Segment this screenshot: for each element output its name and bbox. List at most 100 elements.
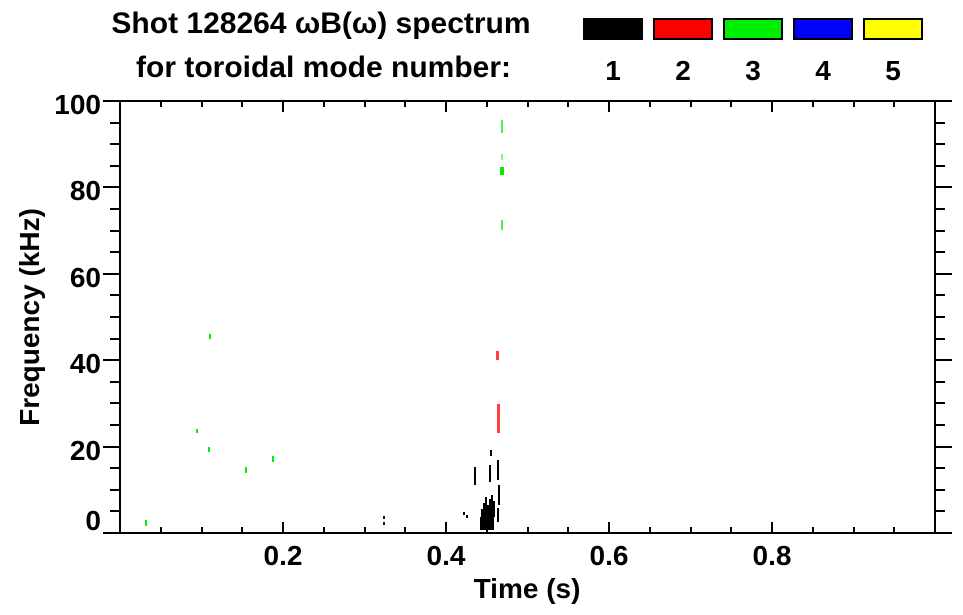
y-major-tick-right (936, 446, 952, 448)
x-minor-tick-top (404, 102, 406, 107)
legend-swatch-mode-2 (653, 18, 713, 40)
x-minor-tick (893, 527, 895, 533)
data-point-mode-3 (500, 167, 504, 175)
data-point-mode-3 (501, 154, 503, 160)
x-minor-tick (690, 527, 692, 533)
y-minor-tick-right (936, 467, 945, 469)
y-minor-tick-right (936, 294, 945, 296)
x-minor-tick (649, 527, 651, 533)
data-point-mode-1 (487, 505, 489, 517)
y-major-tick-right (936, 273, 952, 275)
data-point-mode-1 (383, 516, 385, 519)
y-minor-tick (110, 424, 119, 426)
y-major-tick-right (936, 532, 952, 534)
x-minor-tick-top (649, 102, 651, 107)
y-tick-label: 100 (54, 89, 101, 120)
x-minor-tick (567, 527, 569, 533)
x-minor-tick (241, 527, 243, 533)
y-minor-tick-right (936, 143, 945, 145)
legend-swatch-mode-3 (723, 18, 783, 40)
y-minor-tick (110, 294, 119, 296)
y-minor-tick-right (936, 510, 945, 512)
x-minor-tick-top (690, 102, 692, 107)
data-point-mode-1 (497, 508, 499, 522)
y-tick-label: 0 (85, 505, 101, 536)
y-tick-label: 20 (69, 435, 101, 466)
x-major-tick-top (282, 102, 284, 112)
legend-swatch-mode-5 (863, 18, 923, 40)
x-tick-label: 0.6 (589, 540, 629, 571)
y-minor-tick-right (936, 381, 945, 383)
data-point-mode-1 (483, 503, 485, 517)
x-minor-tick-top (730, 102, 732, 107)
x-tick-label: 0.2 (263, 540, 303, 571)
y-minor-tick (110, 208, 119, 210)
y-minor-tick-right (936, 230, 945, 232)
x-minor-tick (853, 527, 855, 533)
x-minor-tick-top (567, 102, 569, 107)
data-point-mode-2 (497, 404, 500, 433)
y-minor-tick (110, 122, 119, 124)
x-minor-tick-top (160, 102, 162, 107)
data-point-mode-1 (497, 460, 499, 480)
y-axis-title: Frequency (kHz) (14, 208, 45, 426)
x-minor-tick-top (486, 102, 488, 107)
data-point-mode-1 (490, 450, 492, 456)
legend-label-mode-5: 5 (885, 55, 901, 86)
data-point-mode-1 (489, 465, 491, 482)
data-point-mode-1 (491, 495, 493, 517)
x-major-tick (771, 522, 773, 533)
x-minor-tick-top (527, 102, 529, 107)
plot-frame (119, 100, 936, 534)
y-tick-label: 40 (69, 348, 101, 379)
x-minor-tick-top (323, 102, 325, 107)
y-minor-tick-right (936, 424, 945, 426)
y-minor-tick (110, 338, 119, 340)
y-minor-tick (110, 402, 119, 404)
y-minor-tick (110, 143, 119, 145)
x-minor-tick-top (201, 102, 203, 107)
y-major-tick (103, 359, 119, 361)
x-major-tick (282, 522, 284, 533)
y-major-tick (103, 186, 119, 188)
y-minor-tick-right (936, 338, 945, 340)
x-axis-title: Time (s) (473, 573, 581, 604)
data-point-mode-3 (272, 456, 274, 462)
y-major-tick (103, 273, 119, 275)
y-minor-tick (110, 316, 119, 318)
y-minor-tick (110, 230, 119, 232)
y-major-tick (103, 100, 119, 102)
x-minor-tick-top (812, 102, 814, 107)
y-minor-tick-right (936, 489, 945, 491)
x-minor-tick-top (364, 102, 366, 107)
legend-label-mode-4: 4 (815, 55, 831, 86)
y-major-tick-right (936, 186, 952, 188)
x-major-tick-top (771, 102, 773, 112)
data-point-mode-1 (489, 499, 491, 517)
legend-label-mode-3: 3 (745, 55, 761, 86)
data-point-mode-1 (383, 522, 385, 525)
y-tick-label: 60 (69, 262, 101, 293)
x-minor-tick (364, 527, 366, 533)
data-point-mode-3 (145, 520, 147, 526)
y-minor-tick (110, 381, 119, 383)
data-point-mode-3 (196, 429, 198, 433)
figure-subtitle: for toroidal mode number: (136, 51, 511, 84)
y-minor-tick-right (936, 316, 945, 318)
figure-title: Shot 128264 ωB(ω) spectrum (111, 7, 531, 40)
data-point-mode-1 (466, 515, 468, 518)
x-major-tick-top (608, 102, 610, 112)
x-major-tick-top (445, 102, 447, 112)
data-point-mode-2 (496, 351, 499, 360)
y-minor-tick-right (936, 402, 945, 404)
y-minor-tick (110, 467, 119, 469)
x-minor-tick (404, 527, 406, 533)
x-minor-tick (323, 527, 325, 533)
data-point-mode-1 (493, 501, 495, 517)
x-tick-label: 0.8 (752, 540, 792, 571)
y-major-tick (103, 446, 119, 448)
legend-swatch-mode-4 (793, 18, 853, 40)
x-minor-tick (160, 527, 162, 533)
x-minor-tick-top (241, 102, 243, 107)
y-tick-label: 80 (69, 175, 101, 206)
